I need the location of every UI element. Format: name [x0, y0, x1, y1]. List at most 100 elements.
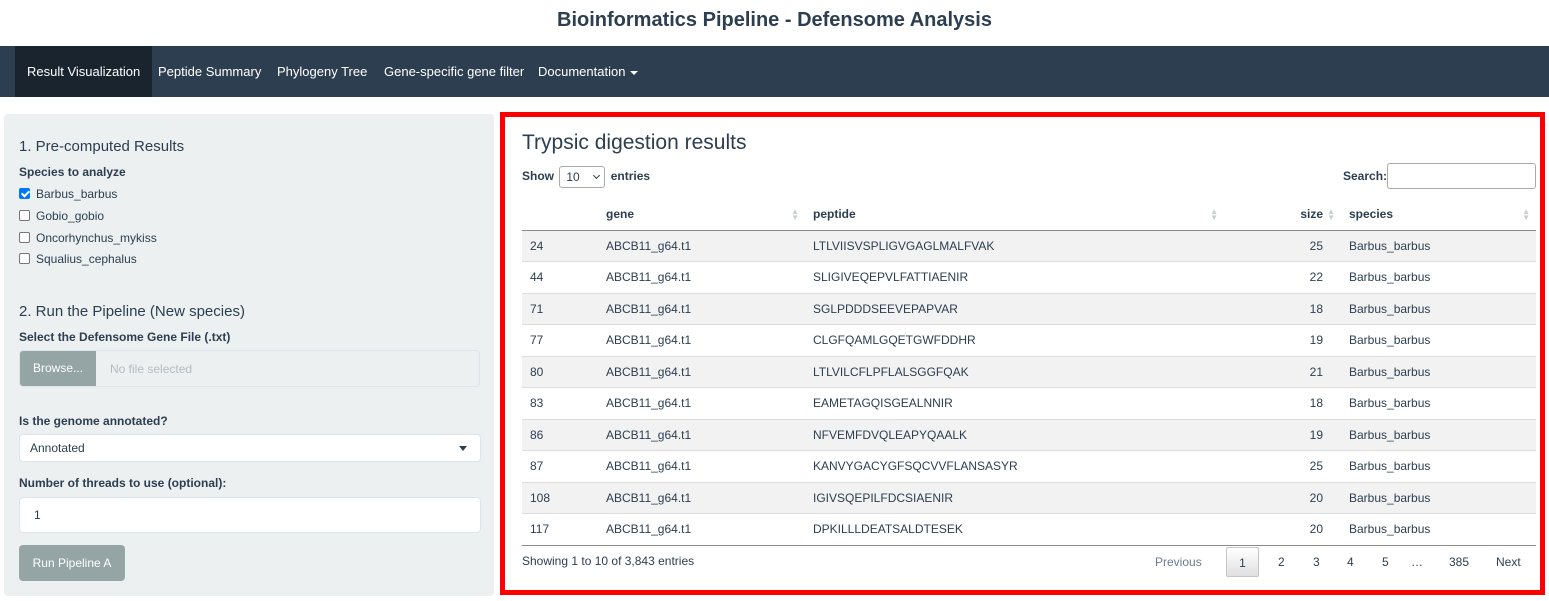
chevron-down-icon — [593, 171, 601, 179]
checkbox-checked-icon[interactable] — [19, 188, 30, 199]
pagination-page-385[interactable]: 385 — [1449, 555, 1470, 569]
pagination-next[interactable]: Next — [1496, 555, 1521, 569]
tab-phylogeny-tree[interactable]: Phylogeny Tree — [277, 64, 368, 79]
tab-result-visualization[interactable]: Result Visualization — [15, 46, 153, 97]
table-info: Showing 1 to 10 of 3,843 entries — [522, 554, 695, 568]
cell-gene: ABCB11_g64.t1 — [598, 324, 805, 356]
checkbox-icon[interactable] — [19, 232, 30, 243]
cell-species: Barbus_barbus — [1341, 355, 1536, 388]
table-row[interactable]: 24 ABCB11_g64.t1 LTLVIISVSPLIGVGAGLMALFV… — [522, 229, 1536, 262]
cell-peptide: EAMETAGQISGEALNNIR — [805, 387, 1224, 419]
caret-down-icon — [459, 446, 467, 451]
pagination-page-5[interactable]: 5 — [1382, 555, 1389, 569]
browse-button[interactable]: Browse... — [20, 351, 96, 386]
species-checkbox-barbus-barbus[interactable]: Barbus_barbus — [19, 186, 117, 202]
pagination-page-1[interactable]: 1 — [1226, 547, 1259, 577]
cell-size: 20 — [1224, 513, 1341, 546]
tab-documentation-label: Documentation — [538, 64, 626, 79]
table-row[interactable]: 83 ABCB11_g64.t1 EAMETAGQISGEALNNIR 18 B… — [522, 387, 1536, 419]
cell-species: Barbus_barbus — [1341, 324, 1536, 356]
table-row[interactable]: 108 ABCB11_g64.t1 IGIVSQEPILFDCSIAENIR 2… — [522, 481, 1536, 514]
cell-peptide: LTLVILCFLPFLALSGGFQAK — [805, 355, 1224, 388]
species-checkbox-gobio-gobio[interactable]: Gobio_gobio — [19, 208, 104, 224]
cell-gene: ABCB11_g64.t1 — [598, 418, 805, 451]
annotated-value: Annotated — [30, 441, 85, 455]
sort-icon: ▲ ▼ — [1327, 207, 1335, 222]
cell-species: Barbus_barbus — [1341, 229, 1536, 262]
cell-size: 18 — [1224, 387, 1341, 419]
threads-input[interactable]: 1 — [19, 497, 481, 533]
tab-gene-specific-filter[interactable]: Gene-specific gene filter — [384, 64, 525, 79]
pagination-previous[interactable]: Previous — [1155, 555, 1202, 569]
cell-size: 19 — [1224, 324, 1341, 356]
cell-gene: ABCB11_g64.t1 — [598, 229, 805, 262]
species-name: Gobio_gobio — [36, 209, 105, 223]
checkbox-icon[interactable] — [19, 253, 30, 264]
cell-gene: ABCB11_g64.t1 — [598, 292, 805, 325]
search-input[interactable] — [1387, 163, 1536, 189]
column-header-gene[interactable]: gene ▲ ▼ — [598, 199, 805, 231]
cell-peptide: IGIVSQEPILFDCSIAENIR — [805, 481, 1224, 514]
run-pipeline-button[interactable]: Run Pipeline A — [19, 545, 125, 581]
cell-peptide: CLGFQAMLGQETGWFDDHR — [805, 324, 1224, 356]
file-label: Select the Defensome Gene File (.txt) — [19, 330, 231, 344]
annotated-label: Is the genome annotated? — [19, 414, 168, 428]
pagination-page-2[interactable]: 2 — [1278, 555, 1285, 569]
caret-down-icon — [630, 70, 639, 75]
column-header-size[interactable]: size ▲ ▼ — [1224, 199, 1341, 231]
cell-index: 44 — [522, 261, 598, 293]
cell-index: 86 — [522, 418, 598, 451]
cell-gene: ABCB11_g64.t1 — [598, 355, 805, 388]
column-header-species[interactable]: species ▲ ▼ — [1341, 199, 1536, 231]
table-row[interactable]: 117 ABCB11_g64.t1 DPKILLLDEATSALDTESEK 2… — [522, 513, 1536, 546]
cell-species: Barbus_barbus — [1341, 387, 1536, 419]
cell-gene: ABCB11_g64.t1 — [598, 481, 805, 514]
species-name: Squalius_cephalus — [36, 252, 137, 266]
section-run-pipeline-title: 2. Run the Pipeline (New species) — [19, 303, 245, 320]
column-header-index[interactable] — [522, 199, 598, 231]
cell-peptide: NFVEMFDVQLEAPYQAALK — [805, 418, 1224, 451]
file-placeholder: No file selected — [110, 362, 193, 376]
cell-index: 108 — [522, 481, 598, 514]
cell-species: Barbus_barbus — [1341, 513, 1536, 546]
table-row[interactable]: 77 ABCB11_g64.t1 CLGFQAMLGQETGWFDDHR 19 … — [522, 324, 1536, 356]
annotated-select[interactable]: Annotated — [19, 434, 481, 462]
table-row[interactable]: 80 ABCB11_g64.t1 LTLVILCFLPFLALSGGFQAK 2… — [522, 355, 1536, 388]
tab-peptide-summary[interactable]: Peptide Summary — [158, 64, 262, 79]
species-checkbox-oncorhynchus-mykiss[interactable]: Oncorhynchus_mykiss — [19, 230, 157, 246]
table-row[interactable]: 87 ABCB11_g64.t1 KANVYGACYGFSQCVVFLANSAS… — [522, 450, 1536, 482]
cell-species: Barbus_barbus — [1341, 292, 1536, 325]
file-input[interactable]: Browse... No file selected — [19, 350, 480, 387]
column-header-peptide[interactable]: peptide ▲ ▼ — [805, 199, 1224, 231]
pagination-page-3[interactable]: 3 — [1313, 555, 1320, 569]
cell-index: 83 — [522, 387, 598, 419]
cell-peptide: KANVYGACYGFSQCVVFLANSASYR — [805, 450, 1224, 482]
cell-species: Barbus_barbus — [1341, 481, 1536, 514]
sort-icon: ▲ ▼ — [1210, 207, 1218, 222]
cell-gene: ABCB11_g64.t1 — [598, 387, 805, 419]
cell-size: 18 — [1224, 292, 1341, 325]
cell-gene: ABCB11_g64.t1 — [598, 261, 805, 293]
page-length-control: Show 10 entries — [522, 164, 650, 188]
species-label: Species to analyze — [19, 165, 126, 179]
results-table: gene ▲ ▼ peptide ▲ ▼ size ▲ ▼ species ▲ ▼ 24 ABC… — [522, 199, 1536, 546]
table-row[interactable]: 44 ABCB11_g64.t1 SLIGIVEQEPVLFATTIAENIR … — [522, 261, 1536, 293]
search-label: Search: — [1343, 169, 1388, 183]
cell-index: 80 — [522, 355, 598, 388]
species-checkbox-squalius-cephalus[interactable]: Squalius_cephalus — [19, 251, 137, 267]
checkbox-icon[interactable] — [19, 210, 30, 221]
cell-size: 25 — [1224, 229, 1341, 262]
entries-label: entries — [610, 169, 651, 183]
show-label: Show — [522, 169, 554, 183]
page-length-value: 10 — [566, 169, 580, 184]
section-precomputed-title: 1. Pre-computed Results — [19, 138, 185, 155]
table-row[interactable]: 71 ABCB11_g64.t1 SGLPDDDSEEVEPAPVAR 18 B… — [522, 292, 1536, 325]
page-length-select[interactable]: 10 — [559, 165, 606, 188]
cell-peptide: SGLPDDDSEEVEPAPVAR — [805, 292, 1224, 325]
tab-documentation[interactable]: Documentation — [526, 46, 650, 97]
table-row[interactable]: 86 ABCB11_g64.t1 NFVEMFDVQLEAPYQAALK 19 … — [522, 418, 1536, 451]
pagination-page-4[interactable]: 4 — [1347, 555, 1354, 569]
pagination-ellipsis: … — [1411, 555, 1423, 569]
sort-icon: ▲ ▼ — [791, 207, 799, 222]
cell-size: 19 — [1224, 418, 1341, 451]
